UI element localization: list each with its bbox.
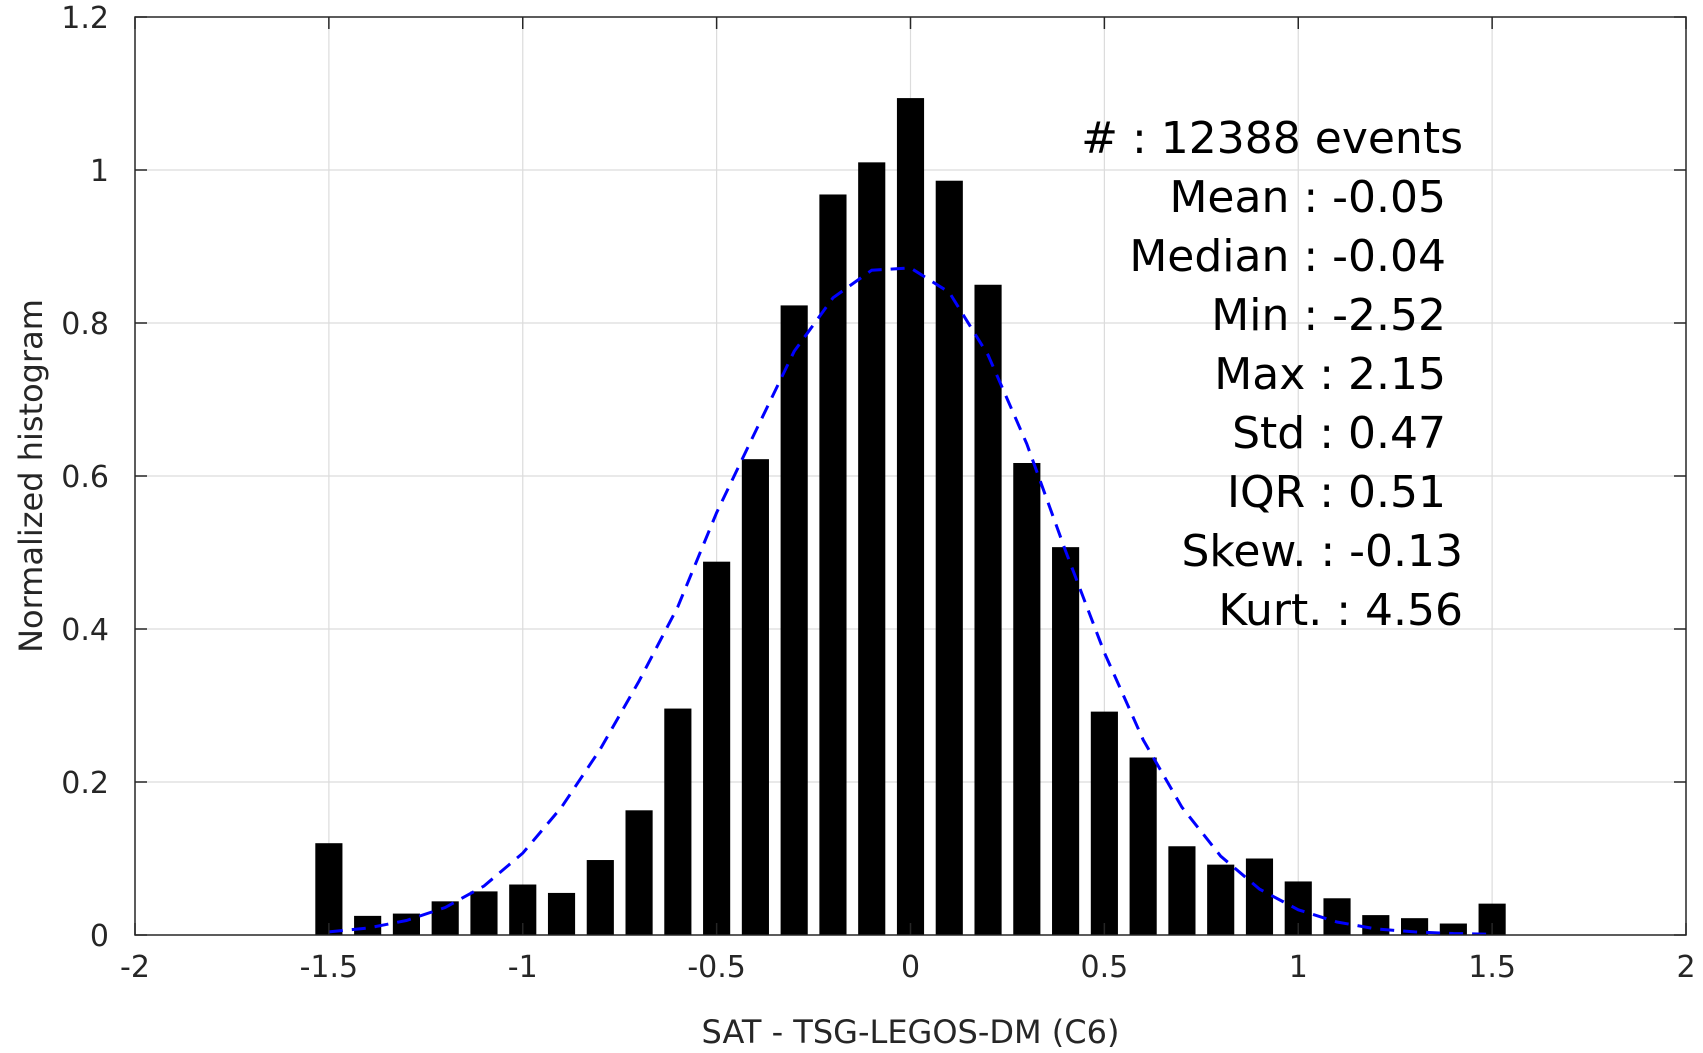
- y-axis-title: Normalized histogram: [12, 299, 50, 653]
- x-tick-label: -1: [508, 950, 538, 985]
- histogram-bar: [935, 180, 963, 935]
- histogram-bar: [1129, 757, 1157, 935]
- x-tick-label: 1.5: [1468, 950, 1516, 985]
- histogram-bars: [315, 98, 1506, 936]
- histogram-bar: [1323, 898, 1351, 935]
- histogram-bar: [780, 305, 808, 935]
- histogram-bar: [974, 284, 1002, 935]
- histogram-bar: [819, 194, 847, 936]
- axis-ticks: [134, 16, 1687, 936]
- stat-annotation: Median : -0.04: [1129, 231, 1446, 282]
- y-tick-label: 0.4: [61, 613, 109, 648]
- histogram-bar: [741, 459, 769, 935]
- stat-annotation: Mean : -0.05: [1169, 172, 1446, 223]
- stat-annotation: # : 12388 events: [1081, 113, 1463, 164]
- histogram-bar: [392, 913, 420, 935]
- y-tick-label: 1: [90, 154, 109, 189]
- histogram-bar: [1168, 846, 1196, 935]
- y-tick-label: 0.8: [61, 307, 109, 342]
- x-tick-label: 1: [1289, 950, 1308, 985]
- x-tick-label: -1.5: [300, 950, 359, 985]
- y-tick-label: 0.6: [61, 460, 109, 495]
- histogram-bar: [1013, 462, 1041, 935]
- y-tick-label: 1.2: [61, 1, 109, 36]
- histogram-bar: [703, 561, 731, 935]
- y-tick-label: 0: [90, 919, 109, 954]
- histogram-bar: [1207, 864, 1235, 935]
- histogram-bar: [1245, 858, 1274, 935]
- x-tick-label: 0.5: [1081, 950, 1129, 985]
- fit-curve: [328, 266, 1493, 936]
- histogram-bar: [1362, 915, 1390, 935]
- histogram-bar: [1052, 547, 1080, 935]
- x-tick-label: -0.5: [687, 950, 746, 985]
- histogram-bar: [625, 810, 653, 935]
- histogram-bar: [1090, 711, 1118, 935]
- x-tick-label: -2: [120, 950, 150, 985]
- histogram-bar: [664, 708, 692, 935]
- histogram-bar: [858, 162, 886, 936]
- stat-annotation: Std : 0.47: [1232, 408, 1446, 459]
- stat-annotation: Min : -2.52: [1211, 290, 1446, 341]
- y-tick-label: 0.2: [61, 766, 109, 801]
- stat-annotation: Kurt. : 4.56: [1218, 585, 1463, 636]
- histogram-bar: [470, 891, 498, 935]
- stat-annotation: IQR : 0.51: [1227, 467, 1446, 518]
- y-tick-labels: 0 0.2 0.4 0.6 0.8 1 1.2: [61, 1, 109, 954]
- x-tick-label: 0: [901, 950, 920, 985]
- histogram-bar: [547, 892, 576, 935]
- stats-annotations: # : 12388 events Mean : -0.05 Median : -0.…: [1081, 113, 1463, 636]
- x-axis-title: SAT - TSG-LEGOS-DM (C6): [702, 1013, 1120, 1051]
- stat-annotation: Max : 2.15: [1214, 349, 1446, 400]
- histogram-bar: [586, 860, 614, 935]
- histogram-bar: [1439, 923, 1467, 935]
- histogram-bar: [896, 98, 925, 936]
- stat-annotation: Skew. : -0.13: [1182, 526, 1464, 577]
- histogram-bar: [315, 843, 343, 935]
- x-tick-label: 2: [1676, 950, 1695, 985]
- x-tick-labels: -2 -1.5 -1 -0.5 0 0.5 1 1.5 2: [120, 950, 1696, 985]
